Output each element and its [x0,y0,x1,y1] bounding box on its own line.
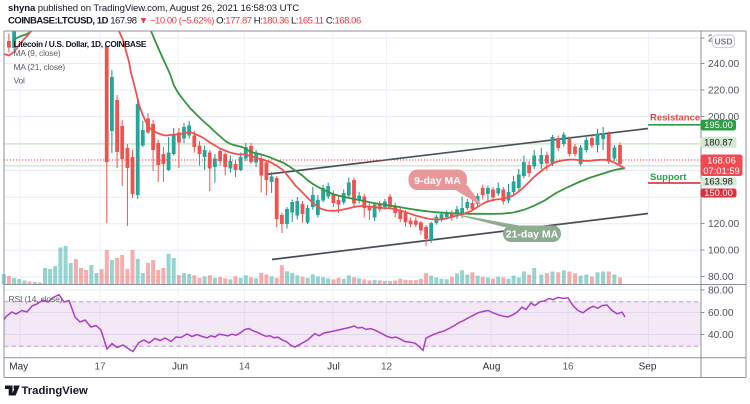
svg-text:14: 14 [239,362,251,373]
svg-text:07:01:59: 07:01:59 [703,165,740,176]
svg-text:100.00: 100.00 [708,246,739,257]
svg-text:80.00: 80.00 [708,286,734,297]
svg-text:COINBASE:LTCUSD, 1D 167.98 ▼ −: COINBASE:LTCUSD, 1D 167.98 ▼ −10.00 (−5.… [8,16,361,27]
svg-text:220.00: 220.00 [708,86,739,97]
svg-text:Jun: Jun [172,362,188,373]
svg-text:May: May [9,362,28,373]
svg-text:9-day MA: 9-day MA [414,175,461,187]
svg-text:Support: Support [650,172,687,183]
svg-text:MA (21, close): MA (21, close) [14,62,66,72]
svg-text:16: 16 [562,362,574,373]
svg-text:RSI (14, close): RSI (14, close) [9,294,63,304]
svg-text:Vol: Vol [14,76,26,86]
svg-text:80.00: 80.00 [708,272,734,283]
svg-text:150.00: 150.00 [704,187,733,198]
svg-text:180.87: 180.87 [704,137,733,148]
svg-text:Jul: Jul [327,362,340,373]
svg-text:Resistance: Resistance [650,113,700,124]
svg-text:168.06: 168.06 [707,154,736,165]
svg-text:120.00: 120.00 [708,219,739,230]
svg-text:200.00: 200.00 [708,112,739,123]
svg-text:40.00: 40.00 [708,330,734,341]
svg-text:240.00: 240.00 [708,59,739,70]
svg-text:Litecoin / U.S. Dollar, 1D, CO: Litecoin / U.S. Dollar, 1D, COINBASE [14,39,147,49]
svg-text:17: 17 [94,362,106,373]
svg-text:Sep: Sep [639,362,657,373]
svg-text:shyna published on TradingView: shyna published on TradingView.com, Augu… [8,3,299,14]
svg-text:12: 12 [381,362,393,373]
svg-text:TradingView: TradingView [22,385,89,397]
svg-text:USD: USD [715,37,733,47]
svg-text:MA (9, close): MA (9, close) [14,48,61,58]
svg-text:195.00: 195.00 [704,119,733,130]
svg-text:21-day MA: 21-day MA [506,229,559,241]
svg-text:Aug: Aug [483,362,501,373]
svg-text:60.00: 60.00 [708,308,734,319]
svg-text:163.98: 163.98 [704,176,733,187]
